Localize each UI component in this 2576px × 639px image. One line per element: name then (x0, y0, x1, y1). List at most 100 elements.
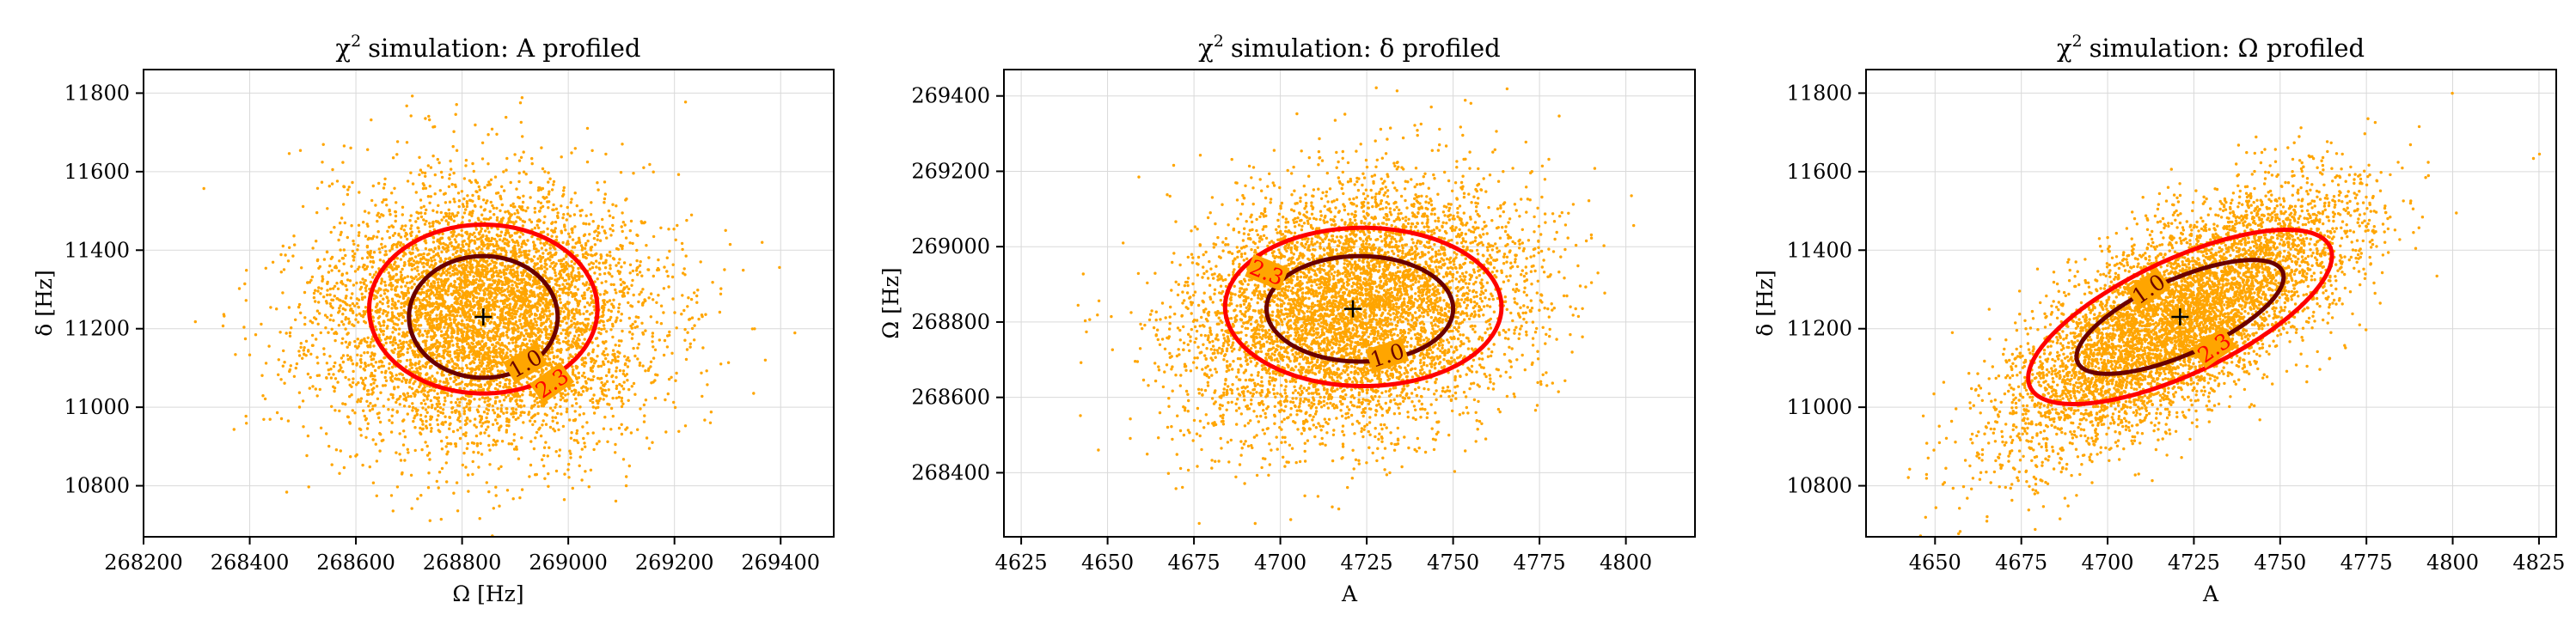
scatter-point (648, 162, 652, 167)
scatter-point (437, 414, 440, 417)
scatter-point (402, 376, 406, 380)
scatter-point (565, 255, 568, 259)
scatter-point (254, 333, 258, 337)
scatter-point (395, 285, 399, 289)
scatter-point (271, 260, 275, 264)
scatter-point (422, 265, 425, 269)
scatter-point (500, 185, 504, 188)
scatter-point (463, 304, 467, 307)
scatter-point (499, 230, 504, 234)
scatter-point (388, 362, 391, 366)
scatter-point (548, 406, 553, 410)
scatter-point (301, 399, 305, 403)
scatter-point (573, 326, 577, 329)
scatter-point (428, 389, 431, 393)
scatter-point (609, 328, 613, 332)
scatter-point (322, 352, 326, 356)
scatter-point (384, 250, 388, 253)
scatter-point (652, 234, 656, 239)
scatter-point (566, 232, 571, 235)
scatter-point (630, 337, 634, 340)
scatter-point (522, 170, 526, 173)
scatter-point (457, 204, 461, 209)
scatter-point (372, 251, 376, 254)
scatter-point (652, 298, 655, 301)
scatter-point (547, 192, 551, 196)
scatter-point (474, 291, 478, 295)
scatter-point (640, 274, 644, 277)
scatter-point (535, 237, 540, 240)
scatter-point (638, 293, 641, 296)
scatter-point (611, 358, 615, 362)
scatter-point (386, 229, 389, 233)
scatter-point (655, 301, 658, 304)
scatter-point (472, 306, 475, 309)
scatter-point (500, 286, 504, 290)
scatter-point (367, 211, 370, 215)
scatter-point (666, 334, 670, 338)
scatter-point (548, 332, 551, 336)
scatter-point (329, 376, 333, 380)
scatter-point (439, 242, 443, 246)
scatter-point (391, 331, 395, 334)
scatter-point (373, 368, 377, 373)
scatter-point (459, 314, 462, 318)
scatter-point (432, 389, 437, 393)
scatter-point (564, 389, 567, 393)
scatter-point (402, 429, 406, 433)
scatter-point (440, 294, 444, 298)
scatter-point (499, 407, 503, 411)
scatter-point (553, 230, 557, 234)
scatter-point (379, 282, 383, 285)
scatter-point (512, 447, 517, 451)
scatter-point (380, 361, 384, 364)
scatter-point (315, 356, 319, 359)
scatter-point (448, 216, 451, 220)
scatter-point (649, 315, 652, 319)
scatter-point (450, 292, 453, 295)
scatter-point (609, 428, 613, 431)
scatter-point (622, 261, 627, 265)
scatter-point (575, 299, 578, 302)
scatter-point (581, 390, 585, 393)
scatter-point (398, 295, 401, 299)
scatter-point (422, 270, 425, 273)
scatter-point (288, 331, 292, 335)
scatter-point (399, 394, 402, 399)
scatter-point (394, 377, 397, 380)
scatter-point (433, 407, 437, 411)
scatter-point (287, 306, 291, 309)
scatter-point (357, 244, 360, 247)
scatter-point (419, 206, 423, 210)
scatter-point (518, 217, 523, 221)
scatter-point (513, 153, 517, 156)
scatter-point (346, 354, 350, 357)
scatter-point (468, 295, 472, 299)
scatter-point (425, 253, 430, 257)
scatter-point (657, 268, 661, 271)
scatter-point (455, 234, 458, 238)
scatter-point (480, 157, 485, 161)
scatter-point (572, 213, 577, 216)
scatter-point (496, 247, 499, 251)
scatter-point (391, 283, 395, 287)
scatter-point (450, 167, 453, 171)
scatter-point (450, 336, 453, 339)
scatter-point (385, 313, 389, 317)
scatter-point (706, 383, 709, 386)
scatter-point (363, 312, 367, 316)
scatter-point (315, 259, 320, 263)
scatter-point (639, 290, 643, 294)
scatter-point (346, 188, 350, 192)
scatter-point (393, 232, 397, 235)
scatter-point (431, 304, 434, 307)
scatter-point (626, 379, 629, 382)
scatter-point (501, 240, 505, 243)
scatter-point (366, 422, 370, 425)
scatter-point (562, 310, 566, 313)
scatter-point (603, 192, 607, 196)
scatter-point (301, 356, 304, 360)
scatter-point (668, 330, 671, 334)
scatter-point (644, 369, 647, 373)
scatter-point (442, 380, 445, 384)
